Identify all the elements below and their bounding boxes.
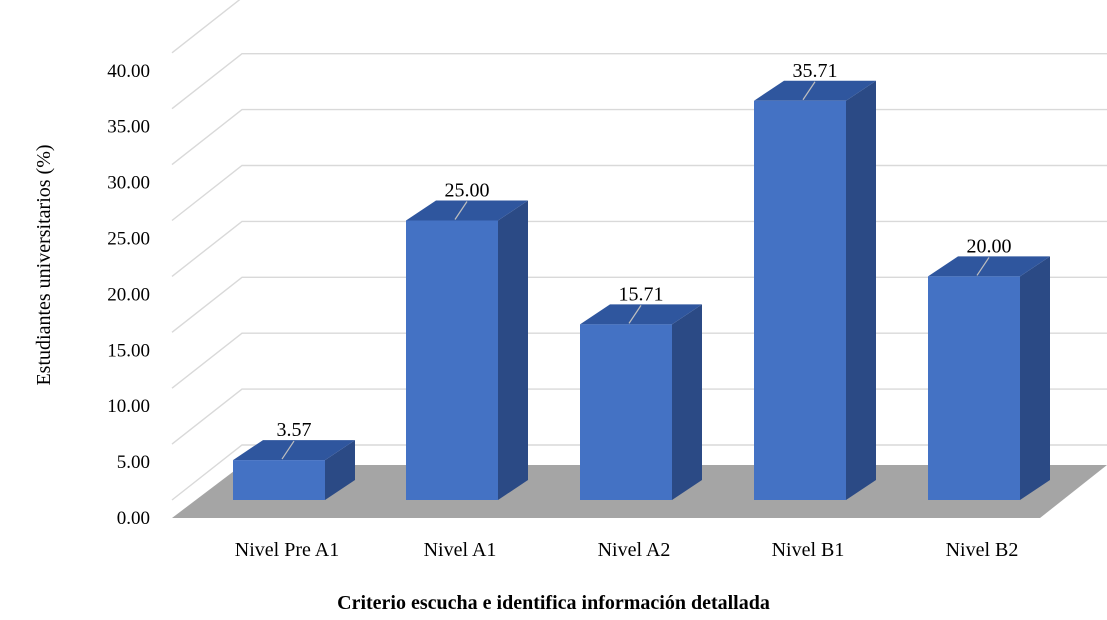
data-label: 20.00 (967, 235, 1012, 257)
data-label-leader (628, 305, 642, 324)
x-tick-label: Nivel B1 (772, 539, 845, 561)
bar-front (928, 276, 1020, 500)
data-label-leader (281, 440, 295, 460)
bar-side (846, 80, 876, 500)
x-tick-label: Nivel B2 (946, 539, 1019, 561)
data-label: 25.00 (445, 180, 490, 202)
gridlines (171, 0, 1107, 501)
data-label: 3.57 (277, 419, 312, 441)
bar (406, 200, 528, 500)
gridline (171, 53, 1107, 110)
bars (233, 80, 1050, 500)
bar-front (754, 100, 846, 500)
gridline (171, 0, 241, 54)
bar-top (233, 440, 355, 461)
x-axis-ticks: Nivel Pre A1 Nivel A1 Nivel A2 Nivel B1 Nive… (235, 539, 1019, 561)
bar-top (928, 256, 1050, 277)
data-label-leader (976, 257, 990, 276)
bar-side (325, 440, 355, 500)
bar-front (406, 220, 498, 500)
data-label: 35.71 (793, 60, 838, 82)
x-tick-label: Nivel A2 (598, 539, 671, 561)
x-tick-label: Nivel Pre A1 (235, 539, 339, 561)
bar (928, 256, 1050, 500)
bar-side (672, 304, 702, 500)
bar-side (1020, 256, 1050, 500)
bar-top (406, 200, 528, 221)
y-axis-ticks: 0.00 5.00 10.00 15.00 20.00 25.00 30.00 35.00 40… (107, 61, 150, 529)
bar-top (754, 80, 876, 101)
bar-front (233, 460, 325, 500)
bar-top (580, 304, 702, 325)
y-tick-label: 25.00 (107, 229, 150, 250)
gridline (171, 108, 1107, 166)
y-tick-label: 20.00 (107, 284, 150, 305)
bar (233, 440, 355, 500)
y-tick-label: 15.00 (107, 340, 150, 361)
data-labels: 3.57 25.00 15.71 35.71 20.00 (277, 60, 1012, 460)
y-tick-label: 10.00 (107, 396, 150, 417)
x-axis-label: Criterio escucha e identifica informació… (337, 592, 770, 614)
data-label: 15.71 (619, 283, 664, 305)
bar (580, 304, 702, 500)
y-tick-label: 30.00 (107, 173, 150, 194)
bar (754, 80, 876, 500)
y-axis-label: Estudiantes universitarios (%) (33, 144, 55, 385)
y-tick-label: 0.00 (117, 508, 150, 529)
y-tick-label: 5.00 (117, 452, 150, 473)
bar-side (498, 200, 528, 500)
gridline (171, 164, 1107, 222)
y-tick-label: 35.00 (107, 117, 150, 138)
bar-front (580, 324, 672, 500)
data-label-leader (802, 81, 816, 101)
data-label-leader (454, 201, 468, 220)
x-tick-label: Nivel A1 (424, 539, 497, 561)
y-tick-label: 40.00 (107, 61, 150, 82)
